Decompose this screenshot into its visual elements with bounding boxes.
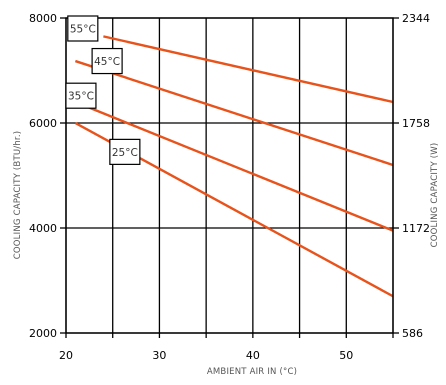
x-tick-label: 20	[59, 349, 73, 362]
y-tick-label-right: 1172	[402, 222, 430, 235]
y-tick-label-left: 8000	[29, 12, 57, 25]
y-axis-title-right: COOLING CAPACITY (W)	[430, 143, 440, 248]
series-labels: 55°C 45°C 35°C 25°C	[65, 15, 141, 165]
series-label-box-3	[109, 138, 141, 165]
y-axis-title: COOLING CAPACITY (BTU/hr.)	[13, 131, 23, 259]
series-label-box-0	[67, 15, 99, 42]
series-lines	[74, 35, 394, 298]
y-tick-label-right: 586	[402, 327, 423, 340]
y-tick-label-left: 2000	[29, 327, 57, 340]
plot-frame	[60, 17, 399, 338]
series-line-1	[74, 59, 394, 167]
x-tick-label: 40	[246, 349, 260, 362]
y-tick-label-left: 6000	[29, 117, 57, 130]
x-tick-label: 30	[152, 349, 166, 362]
series-label-0: 55°C	[70, 24, 96, 36]
y-tick-label-left: 4000	[29, 222, 57, 235]
series-label-1: 45°C	[94, 56, 120, 68]
series-label-box-2	[65, 82, 97, 109]
x-tick-label: 50	[339, 349, 353, 362]
x-axis-title: AMBIENT AIR IN (°C)	[207, 367, 297, 377]
series-label-2: 35°C	[68, 91, 94, 103]
plot-border	[65, 17, 394, 334]
series-label-box-1	[91, 47, 123, 75]
y-tick-label-right: 1758	[402, 117, 430, 130]
tick-labels: 2000 4000 6000 8000 586 1172 1758 2344 20 30 40 50	[29, 12, 430, 362]
series-line-2	[74, 100, 394, 232]
series-label-3: 25°C	[112, 147, 138, 159]
y-tick-label-right: 2344	[402, 12, 430, 25]
series-line-0	[103, 35, 394, 104]
